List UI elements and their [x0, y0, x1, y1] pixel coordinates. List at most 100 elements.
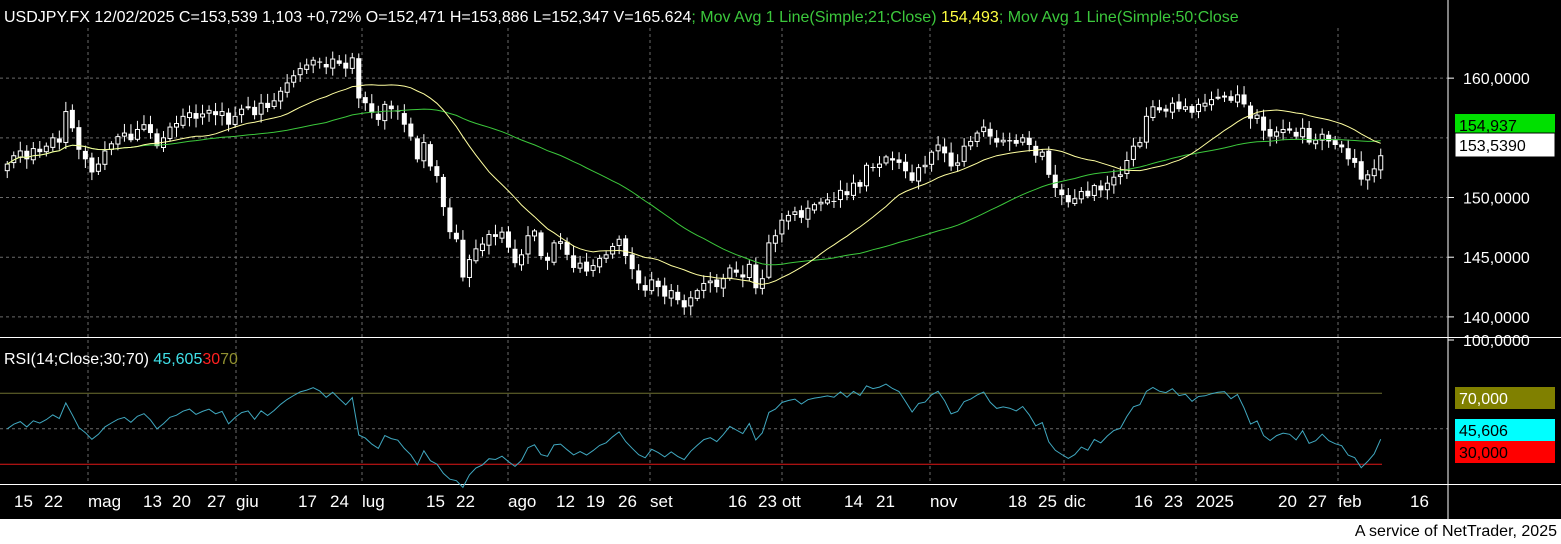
- candle: [681, 294, 687, 315]
- candle: [597, 254, 603, 274]
- rsi-pane: [0, 383, 1382, 489]
- svg-text:30,000: 30,000: [1459, 445, 1508, 462]
- candle: [551, 240, 557, 266]
- candle: [89, 152, 95, 181]
- candle: [1182, 98, 1188, 112]
- candle: [323, 56, 329, 75]
- time-tick-label: 17: [298, 492, 317, 511]
- candle: [1280, 119, 1286, 141]
- candle: [1293, 127, 1299, 140]
- footer-bar: A service of NetTrader, 2025: [0, 519, 1561, 544]
- time-tick-label: feb: [1338, 492, 1362, 511]
- candle: [948, 142, 954, 171]
- ma50-line: [7, 108, 1381, 266]
- candle: [1228, 90, 1234, 103]
- candle: [987, 122, 993, 145]
- candle: [837, 180, 843, 208]
- candle: [427, 141, 433, 171]
- header-ma21-value: 154,493: [941, 9, 999, 26]
- candle: [1169, 97, 1175, 120]
- time-axis: 15 22 mag 13 20 27 giu 17 24 lug 15 22 ago 12 19 26 set 1…: [14, 492, 1429, 511]
- chart-header: USDJPY.FX 12/02/2025 C=153,539 1,103 +0,…: [4, 9, 1239, 26]
- candle: [942, 138, 948, 163]
- candle: [772, 229, 778, 253]
- candle: [694, 288, 700, 302]
- candle: [779, 213, 785, 243]
- candle: [883, 154, 889, 166]
- candle: [1078, 187, 1084, 204]
- time-tick-label: 26: [618, 492, 637, 511]
- candle: [232, 106, 238, 128]
- candle: [1332, 135, 1338, 150]
- candle: [447, 198, 453, 239]
- candle: [187, 105, 193, 127]
- candle: [115, 133, 121, 151]
- candle: [1065, 188, 1071, 208]
- time-tick-label: 21: [876, 492, 895, 511]
- candle: [746, 260, 752, 281]
- candle: [603, 251, 609, 263]
- time-tick-label: 15: [426, 492, 445, 511]
- candle: [753, 257, 759, 295]
- candle: [265, 93, 271, 113]
- candle: [616, 235, 622, 255]
- candle: [955, 154, 961, 172]
- candle: [50, 133, 56, 152]
- candle: [707, 272, 713, 293]
- candle: [740, 265, 746, 288]
- candle: [239, 104, 245, 123]
- candle: [180, 108, 186, 129]
- candle: [890, 151, 896, 171]
- svg-text:154,937: 154,937: [1459, 118, 1517, 135]
- candle: [82, 145, 88, 169]
- candle: [584, 252, 590, 277]
- candle: [343, 54, 349, 77]
- candle: [30, 142, 36, 165]
- candle: [95, 157, 101, 175]
- candle: [382, 100, 388, 130]
- candle: [421, 134, 427, 169]
- candle: [538, 230, 544, 260]
- candle: [1209, 91, 1214, 111]
- candle: [668, 284, 674, 307]
- candle: [401, 104, 407, 133]
- candle: [857, 179, 863, 194]
- candle: [479, 237, 485, 257]
- moving-average-lines: [7, 84, 1381, 285]
- candle: [226, 108, 232, 132]
- candle: [525, 226, 531, 264]
- time-tick-label: 20: [1278, 492, 1297, 511]
- candle: [1104, 175, 1110, 200]
- candle: [831, 192, 837, 208]
- candle: [1378, 148, 1384, 179]
- candle: [1202, 93, 1208, 112]
- time-tick-label: 27: [1308, 492, 1327, 511]
- candle: [1026, 131, 1032, 152]
- candle: [1072, 189, 1078, 206]
- candle: [1176, 93, 1182, 112]
- candle: [499, 226, 505, 243]
- candle: [733, 261, 739, 277]
- candle: [974, 130, 980, 148]
- candle: [981, 119, 987, 137]
- rsi-30-badge: 30,000: [1455, 441, 1555, 463]
- candle: [792, 206, 798, 221]
- candle: [24, 145, 30, 169]
- candle: [1215, 88, 1221, 101]
- time-tick-label: 27: [207, 492, 226, 511]
- svg-text:153,5390: 153,5390: [1459, 138, 1526, 155]
- candle: [675, 284, 681, 305]
- candle: [1222, 91, 1228, 102]
- candle: [623, 235, 629, 265]
- time-tick-label: ago: [508, 492, 536, 511]
- candle: [1195, 98, 1201, 119]
- candle: [929, 150, 935, 172]
- candle: [824, 193, 830, 206]
- price-candles: [4, 51, 1384, 316]
- candle: [818, 197, 824, 212]
- candle: [63, 101, 69, 150]
- time-tick-label: dic: [1064, 492, 1086, 511]
- grid: [0, 28, 1561, 485]
- candle: [388, 100, 394, 119]
- candle: [440, 174, 446, 216]
